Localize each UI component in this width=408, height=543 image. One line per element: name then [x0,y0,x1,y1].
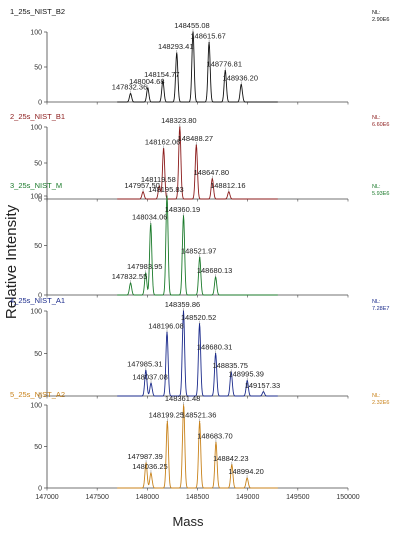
peak-label: 149157.33 [245,381,280,390]
nl-label: NL: [372,184,381,190]
peak-label: 148683.70 [197,431,232,440]
spectrum-line [117,32,278,103]
peak-label: 148647.80 [194,168,229,177]
peak-label: 147832.36 [112,83,147,92]
y-tick-label: 0 [38,197,42,204]
nl-label: NL: [372,299,381,305]
nl-value: 6.60E6 [372,122,389,128]
peak-label: 148361.48 [165,394,200,403]
x-tick-label: 147000 [35,494,58,501]
panel-title: 3_25s_NIST_M [10,181,62,190]
spectrum-panel: 2_25s_NIST_B1 NL:6.60E6050100147957.50148… [10,112,389,204]
peak-label: 148199.25 [149,411,184,420]
peak-label: 148520.52 [181,313,216,322]
peak-label: 147983.95 [127,262,162,271]
y-tick-label: 100 [30,30,42,37]
peak-label: 148154.77 [144,70,179,79]
y-tick-label: 0 [38,486,42,493]
spectrum-line [117,310,278,397]
peak-label: 148936.20 [223,74,258,83]
nl-value: 5.93E6 [372,191,389,197]
peak-label: 148360.19 [165,205,200,214]
peak-label: 147957.50 [124,181,159,190]
y-tick-label: 100 [30,403,42,410]
panel-title: 2_25s_NIST_B1 [10,112,65,121]
nl-label: NL: [372,393,381,399]
peak-label: 148812.16 [210,181,245,190]
peak-label: 148521.36 [181,411,216,420]
spectrum-line [117,195,278,296]
panel-title: 5_25s_NIST_A2 [10,390,65,399]
peak-label: 148195.83 [148,185,183,194]
y-tick-label: 50 [34,65,42,72]
nl-value: 2.32E6 [372,400,389,406]
peak-label: 148293.41 [158,42,193,51]
peak-label: 148842.23 [213,454,248,463]
peak-label: 148680.13 [197,266,232,275]
y-axis-label: Relative Intensity [3,204,20,319]
x-axis-label: Mass [172,514,204,529]
peak-label: 148521.97 [181,246,216,255]
y-tick-label: 100 [30,309,42,316]
peak-label: 148776.81 [207,60,242,69]
y-tick-label: 100 [30,194,42,201]
x-tick-label: 150000 [336,494,359,501]
x-tick-label: 149000 [236,494,259,501]
peak-label: 148359.86 [165,300,200,309]
nl-label: NL: [372,10,381,16]
peak-label: 147987.39 [127,452,162,461]
spectrum-line [117,405,278,489]
peak-label: 148037.08 [132,372,167,381]
nl-label: NL: [372,115,381,121]
y-tick-label: 0 [38,293,42,300]
y-tick-label: 50 [34,243,42,250]
y-tick-label: 0 [38,100,42,107]
y-tick-label: 100 [30,125,42,132]
spectrum-panel: 5_25s_NIST_A2 NL:2.32E6050100147987.39148… [10,390,389,501]
x-tick-label: 147500 [85,494,108,501]
peak-label: 148323.80 [161,116,196,125]
y-tick-label: 50 [34,444,42,451]
peak-label: 148835.75 [212,361,247,370]
peak-label: 148680.31 [197,343,232,352]
peak-label: 148488.27 [178,134,213,143]
peak-label: 148455.08 [174,21,209,30]
peak-label: 147985.31 [127,360,162,369]
peak-label: 148036.25 [132,462,167,471]
panel-title: 4_25s_NIST_A1 [10,296,65,305]
x-tick-label: 148500 [186,494,209,501]
nl-value: 2.90E6 [372,17,389,23]
peak-label: 148615.67 [190,32,225,41]
nl-value: 7.28E7 [372,306,389,312]
y-tick-label: 50 [34,351,42,358]
spectrum-panel: 1_25s_NIST_B2 NL:2.90E6050100147832.36148… [10,7,389,107]
peak-label: 148995.39 [228,370,263,379]
spectrum-panel: 4_25s_NIST_A1 NL:7.28E7050100147985.31148… [10,296,389,401]
peak-label: 148196.08 [148,321,183,330]
peak-label: 148034.06 [132,213,167,222]
x-tick-label: 148000 [136,494,159,501]
y-tick-label: 50 [34,161,42,168]
x-tick-label: 149500 [286,494,309,501]
peak-label: 148119.58 [141,175,176,184]
panel-title: 1_25s_NIST_B2 [10,7,65,16]
peak-label: 148994.20 [228,467,263,476]
peak-label: 148162.06 [145,138,180,147]
spectrum-panel: 3_25s_NIST_M NL:5.93E6050100147832.551479… [10,181,389,300]
peak-label: 148004.68 [129,77,164,86]
spectrum-line [117,126,278,200]
y-tick-label: 0 [38,394,42,401]
peak-label: 147832.55 [112,272,147,281]
